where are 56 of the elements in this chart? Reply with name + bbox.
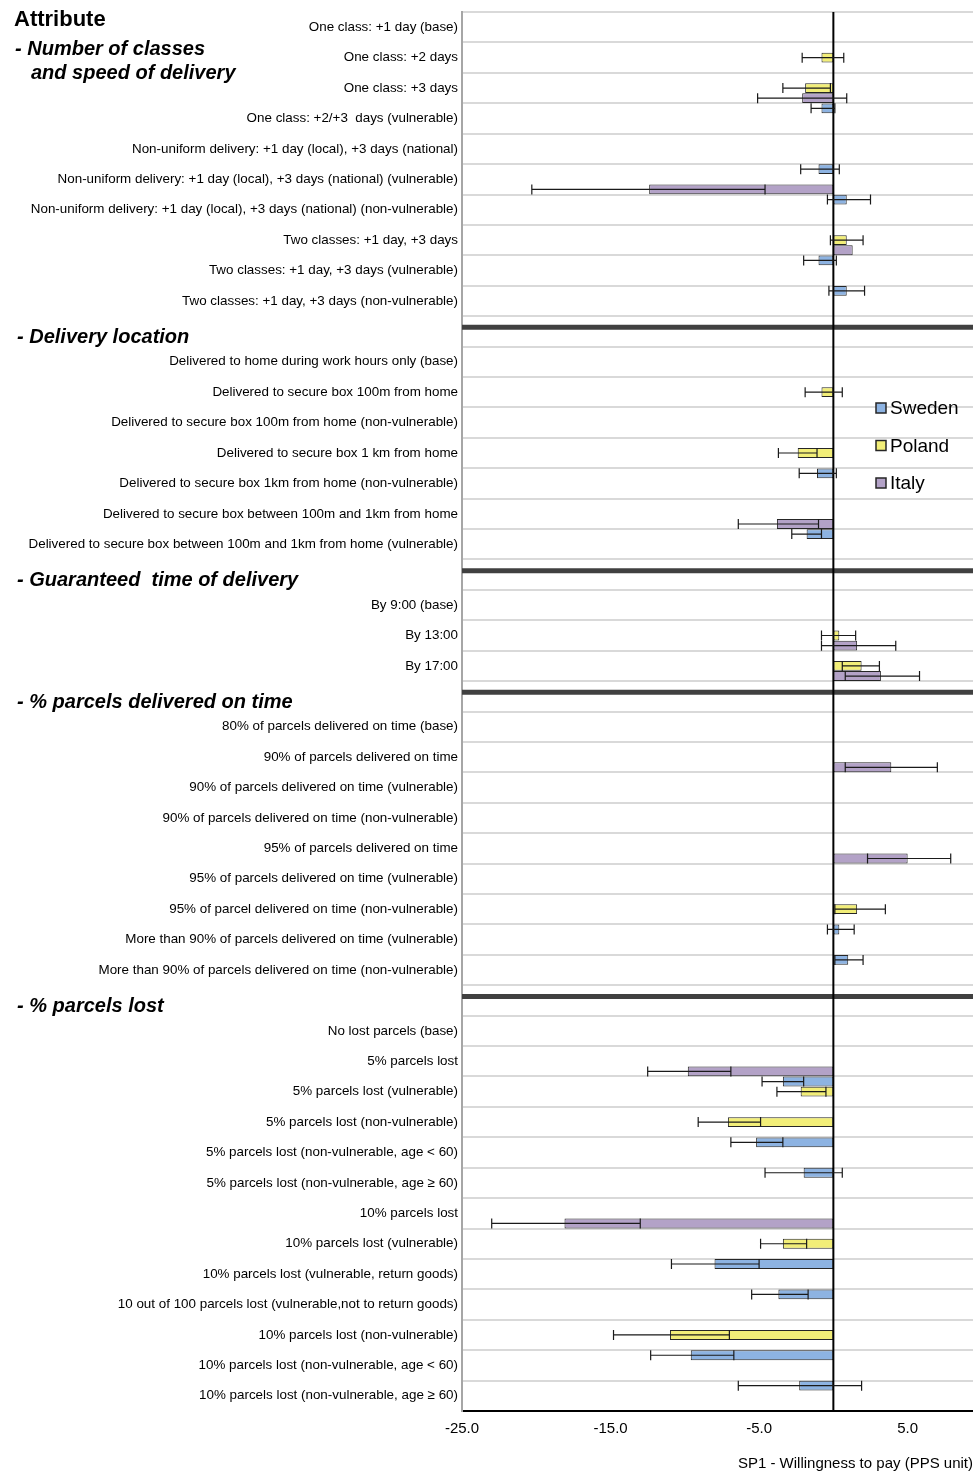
y-tick-label: No lost parcels (base)	[327, 1022, 458, 1038]
x-axis-title: SP1 - Willingness to pay (PPS unit)	[737, 1454, 973, 1472]
y-tick-label: One class: +2/+3 days (vulnerable)	[246, 110, 458, 126]
y-tick-label: By 13:00	[405, 627, 458, 643]
legend-label: Italy	[890, 472, 926, 494]
legend-label: Poland	[890, 434, 950, 456]
x-tick-label: 5.0	[897, 1419, 919, 1437]
y-tick-label: 5% parcels lost (non-vulnerable)	[265, 1113, 458, 1129]
legend-label: Sweden	[890, 397, 959, 419]
x-tick-label: -15.0	[593, 1419, 628, 1437]
y-tick-label: Delivered to secure box 1km from home (non-vulnerable)	[119, 475, 458, 491]
y-tick-label: Delivered to secure box 100m from home	[212, 383, 458, 399]
x-tick-label: -5.0	[746, 1419, 773, 1437]
text: - Delivery location	[17, 324, 190, 347]
y-tick-label: 95% of parcels delivered on time	[263, 840, 458, 856]
text: - % parcels lost	[17, 993, 166, 1016]
y-tick-label: More than 90% of parcels delivered on time (vulnerable)	[125, 931, 458, 947]
y-tick-label: Delivered to secure box 100m from home (non-vulnerable)	[111, 414, 458, 430]
y-tick-label: By 9:00 (base)	[370, 596, 458, 612]
y-axis-title: Attribute	[14, 6, 106, 32]
y-tick-label: 5% parcels lost (vulnerable)	[292, 1083, 458, 1099]
text: - Number of classes and speed of delivery	[15, 36, 237, 83]
y-tick-label: 5% parcels lost	[367, 1052, 459, 1068]
x-tick-label: -25.0	[444, 1419, 480, 1437]
y-tick-label: Delivered to home during work hours only (base)	[169, 353, 458, 369]
y-tick-label: 80% of parcels delivered on time (base)	[222, 718, 458, 734]
y-tick-label: 10% parcels lost (non-vulnerable)	[258, 1326, 458, 1342]
y-tick-label: 95% of parcels delivered on time (vulnerable)	[189, 870, 458, 886]
y-tick-label: 90% of parcels delivered on time (non-vulnerable)	[162, 809, 458, 825]
y-tick-label: 10% parcels lost (vulnerable, return goods)	[202, 1265, 458, 1281]
y-tick-label: By 17:00	[405, 657, 458, 673]
y-tick-label: 90% of parcels delivered on time (vulnerable)	[189, 779, 458, 795]
y-tick-label: 90% of parcels delivered on time	[263, 748, 458, 764]
y-tick-label: More than 90% of parcels delivered on time (non-vulnerable)	[98, 961, 458, 977]
y-tick-label: One class: +3 days	[343, 79, 459, 95]
y-tick-label: Two classes: +1 day, +3 days	[283, 231, 459, 247]
y-tick-label: Non-uniform delivery: +1 day (local), +3 days (national) (non-vulnerable)	[30, 201, 458, 217]
y-tick-label: 95% of parcel delivered on time (non-vulnerable)	[169, 900, 458, 916]
y-tick-label: 10% parcels lost (vulnerable)	[285, 1235, 458, 1251]
y-tick-label: Non-uniform delivery: +1 day (local), +3 days (national)	[132, 140, 458, 156]
y-tick-label: 10% parcels lost (non-vulnerable, age < 60)	[198, 1357, 458, 1373]
y-tick-label: 5% parcels lost (non-vulnerable, age < 60)	[206, 1144, 458, 1160]
y-tick-label: 10 out of 100 parcels lost (vulnerable,not to return goods)	[117, 1296, 458, 1312]
y-tick-label: Two classes: +1 day, +3 days (non-vulnerable)	[182, 292, 458, 308]
y-tick-label: 5% parcels lost (non-vulnerable, age ≥ 60)	[206, 1174, 458, 1190]
y-tick-label: Delivered to secure box 1 km from home	[216, 444, 458, 460]
y-tick-label: Two classes: +1 day, +3 days (vulnerable)	[208, 262, 458, 278]
y-tick-label: 10% parcels lost	[359, 1205, 459, 1221]
text: - % parcels delivered on time	[17, 689, 293, 712]
y-tick-label: 10% parcels lost (non-vulnerable, age ≥ 60)	[199, 1387, 458, 1403]
y-tick-label: Delivered to secure box between 100m and 1km from home	[102, 505, 458, 521]
y-tick-label: Non-uniform delivery: +1 day (local), +3 days (national) (vulnerable)	[57, 170, 458, 186]
y-tick-label: One class: +1 day (base)	[308, 18, 458, 34]
text: - Guaranteed time of delivery	[17, 568, 300, 591]
y-tick-label: Delivered to secure box between 100m and 1km from home (vulnerable)	[28, 535, 458, 551]
y-tick-label: One class: +2 days	[343, 49, 459, 65]
